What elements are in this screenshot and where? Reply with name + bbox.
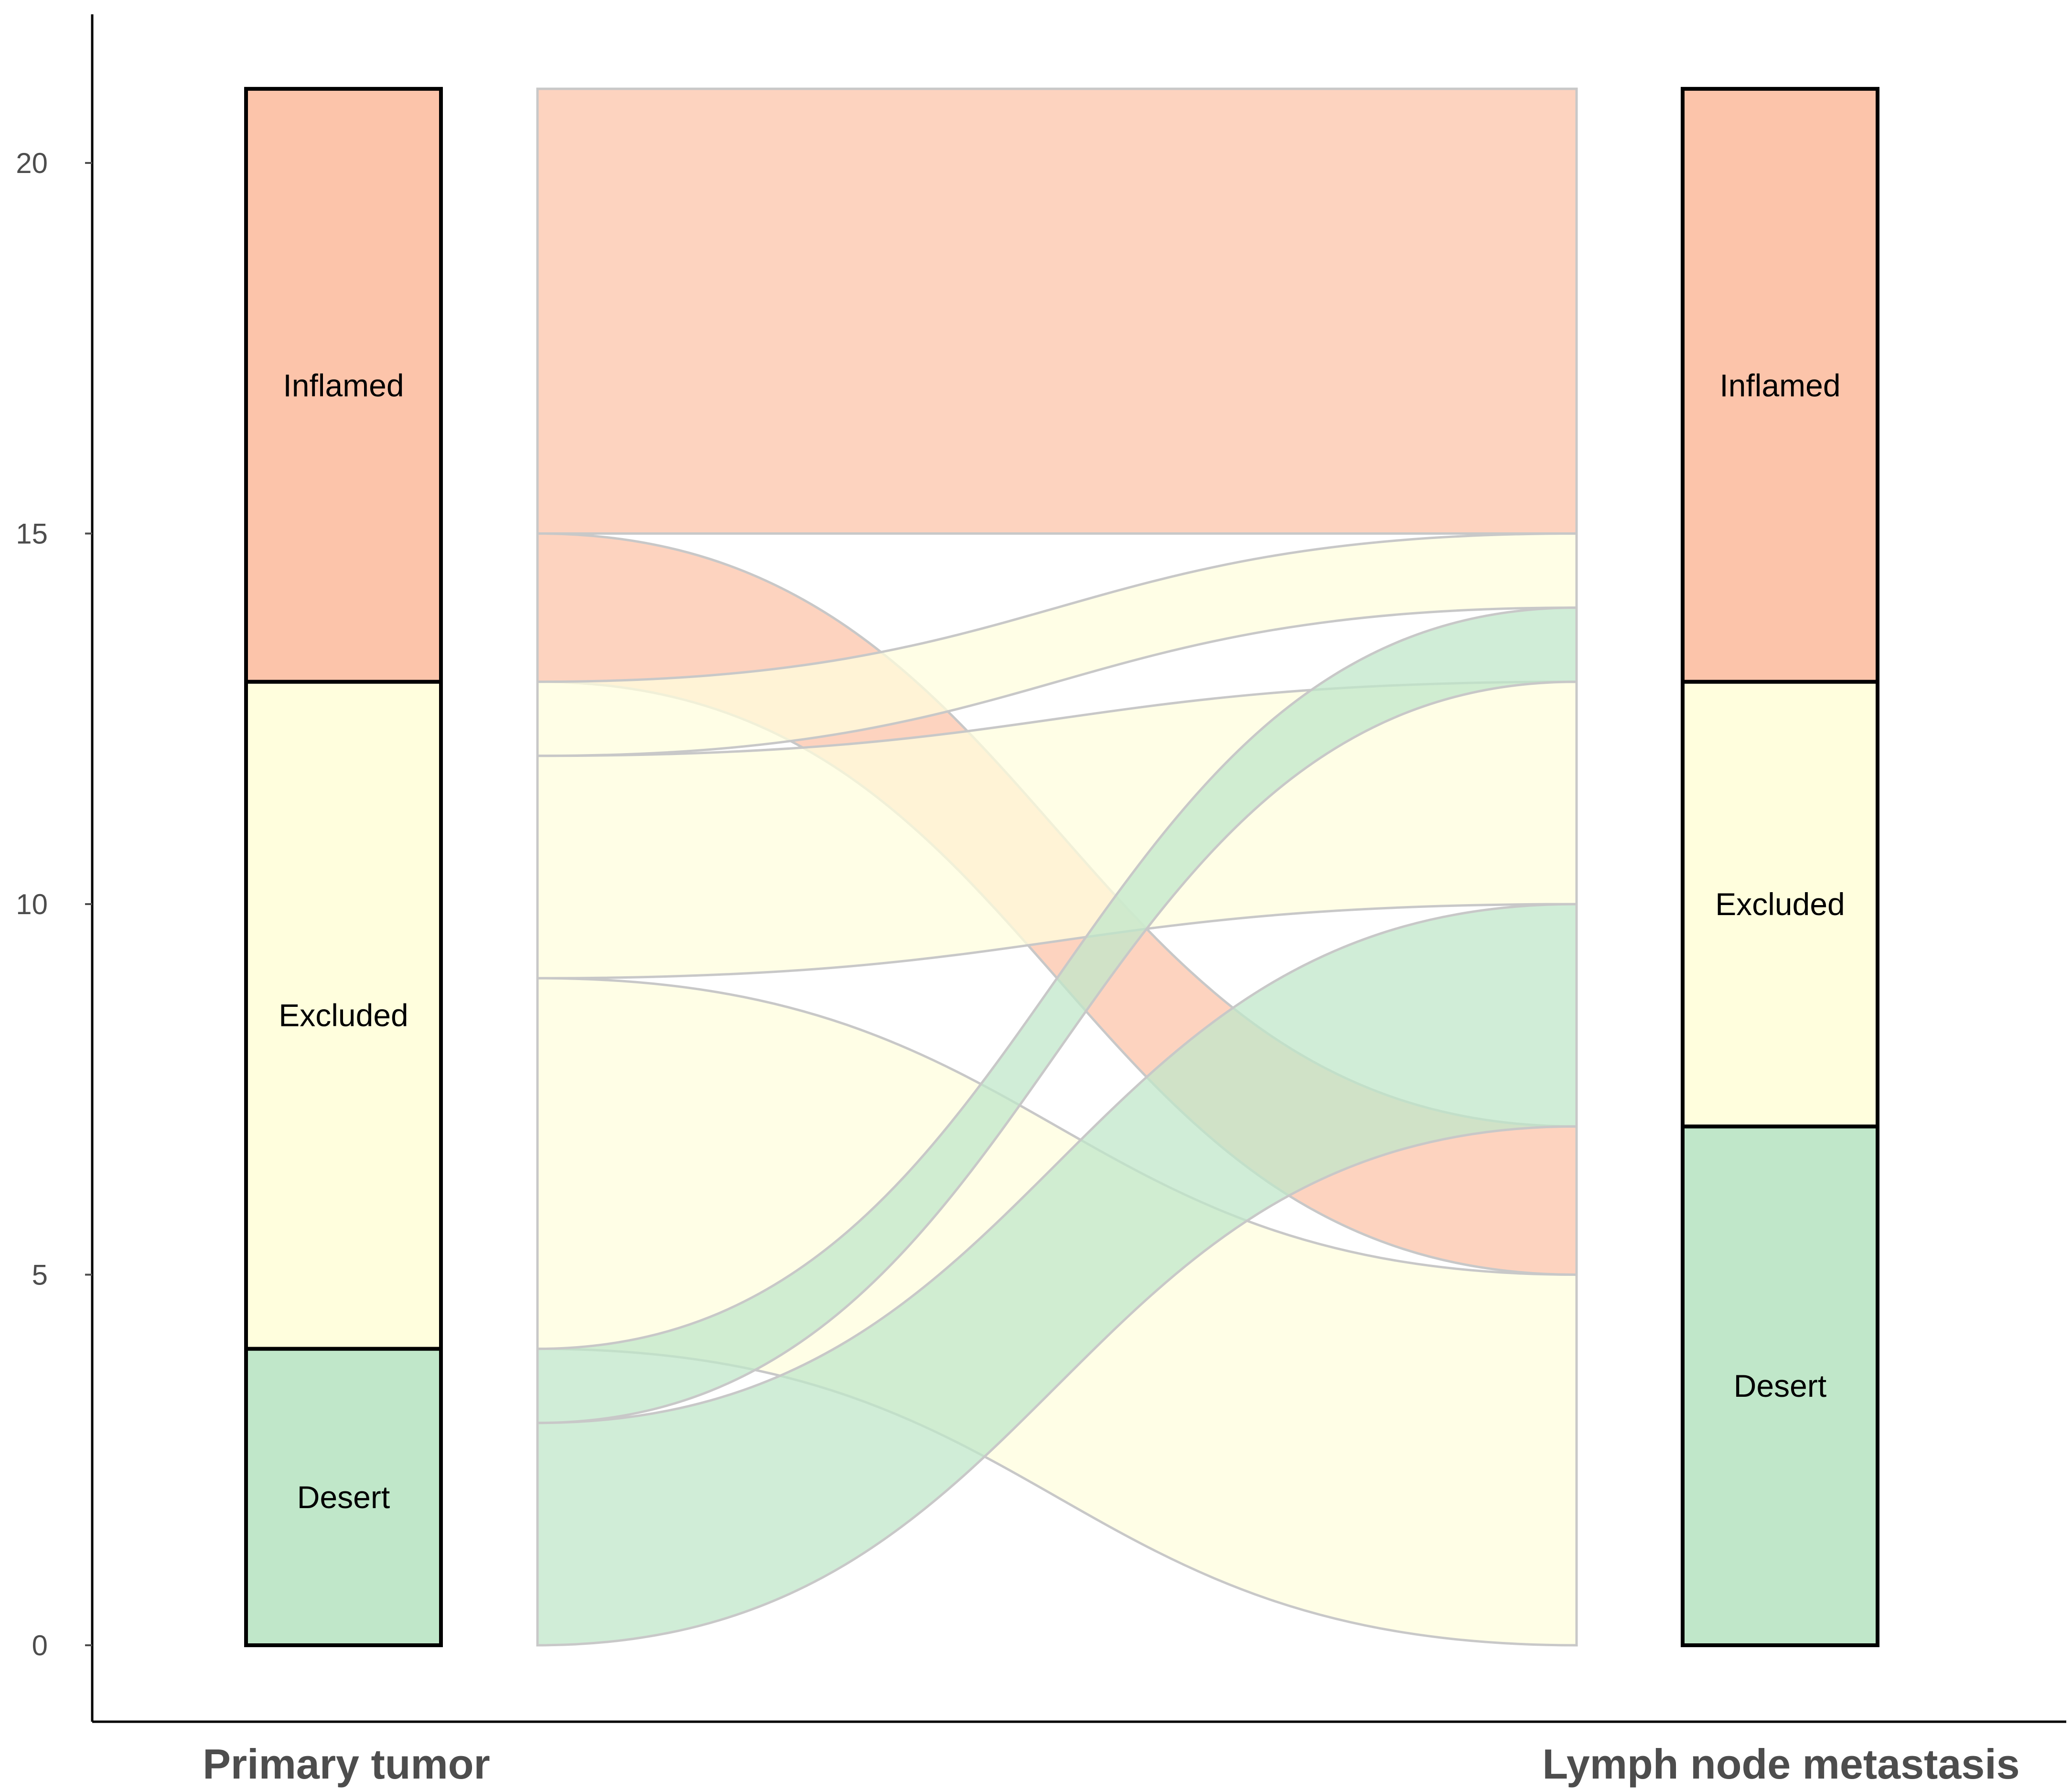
axes-layer: [91, 14, 2066, 1723]
y-tick-label-20: 20: [16, 147, 48, 179]
y-ticks: 0 5 10 15 20: [16, 147, 92, 1662]
y-tick-label-0: 0: [32, 1629, 48, 1662]
y-tick-label-5: 5: [32, 1259, 48, 1291]
y-tick-label-10: 10: [16, 888, 48, 920]
primary-stratum-desert: [244, 1347, 443, 1648]
lymph-stratum-excluded: [1681, 680, 1879, 1129]
x-label-primary-tumor: Primary tumor: [203, 1740, 490, 1788]
primary-stratum-inflamed: [244, 86, 443, 684]
flow-inflamed-to-inflamed: [536, 87, 1578, 535]
flow-desert-to-excluded: [536, 903, 1578, 1647]
x-label-lymph-node-metastasis: Lymph node metastasis: [1542, 1740, 2019, 1788]
lymph-stratum-label-desert: Desert: [1734, 1368, 1826, 1403]
lymph-stratum-inflamed: [1681, 86, 1879, 684]
primary-stratum-label-inflamed: Inflamed: [283, 367, 404, 403]
flow-desert-to-inflamed: [536, 606, 1578, 1424]
primary-stratum-label-desert: Desert: [297, 1479, 390, 1515]
primary-stratum-label-excluded: Excluded: [279, 998, 408, 1033]
lymph-stratum-label-inflamed: Inflamed: [1719, 367, 1840, 403]
y-tick-label-15: 15: [16, 518, 48, 550]
lymph-stratum-label-excluded: Excluded: [1715, 886, 1845, 922]
primary-stratum-excluded: [244, 680, 443, 1351]
flows-layer: [536, 87, 1578, 1647]
stratum-layer: Desert Excluded Inflamed Desert Excluded Infl…: [244, 86, 1879, 1648]
